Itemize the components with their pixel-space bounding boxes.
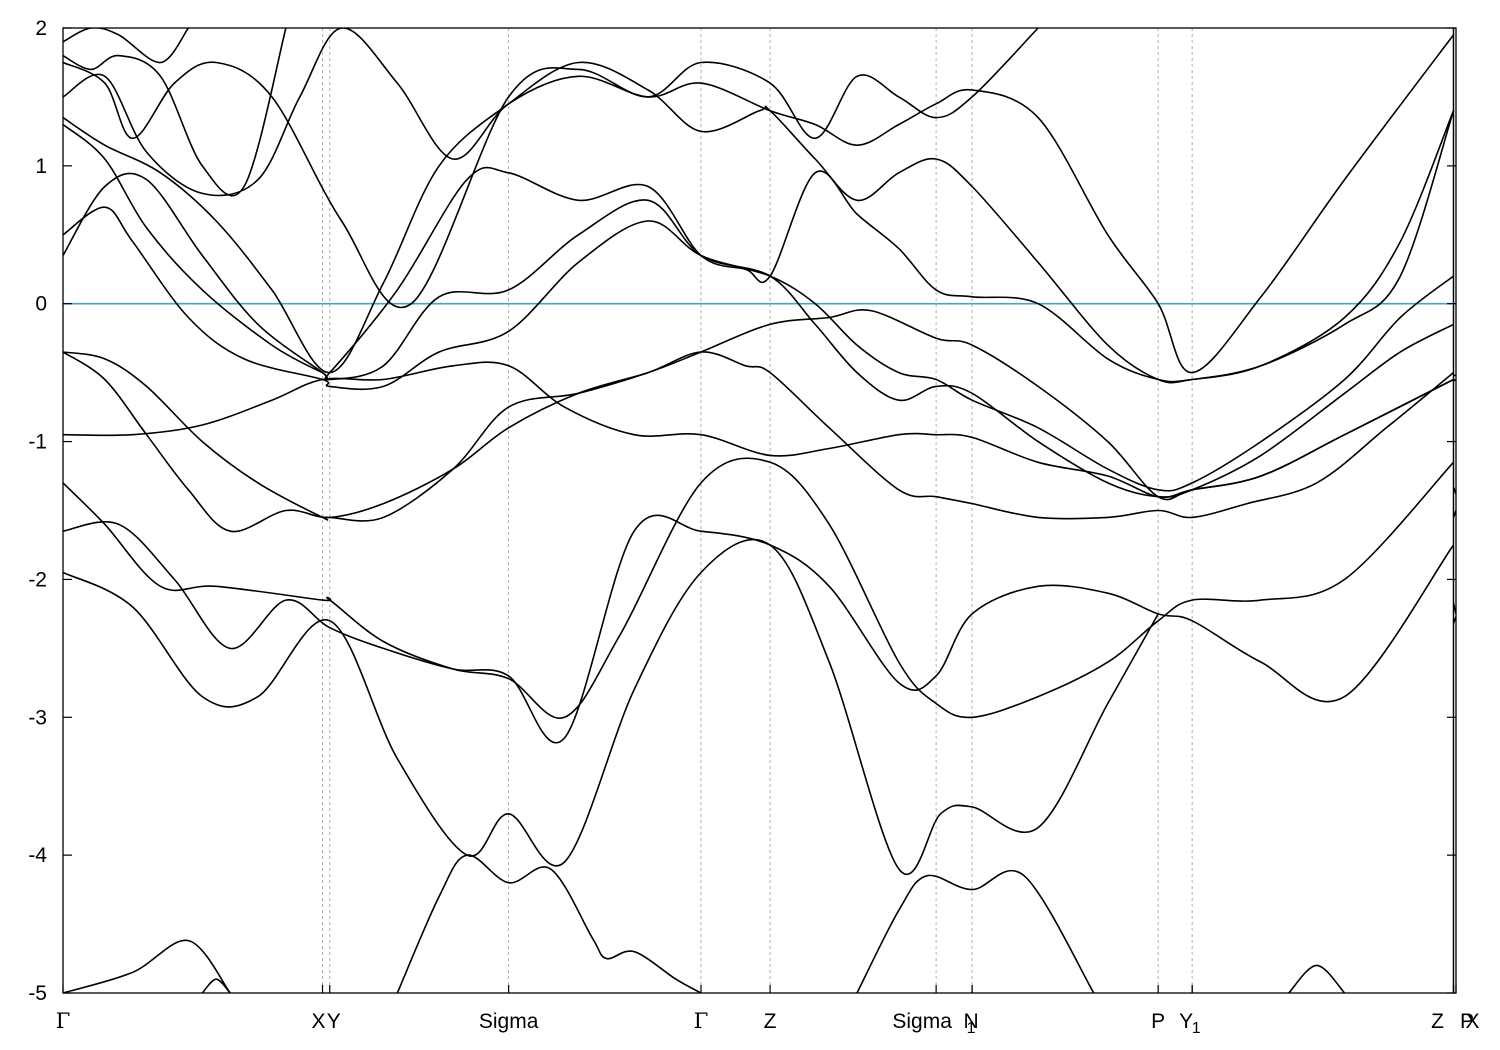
y-tick-label: -2 xyxy=(28,568,47,591)
y-tick-label: 2 xyxy=(35,17,47,40)
band-line xyxy=(63,361,1454,499)
x-tick-label: Sigma xyxy=(479,1010,539,1033)
x-tick-label: P xyxy=(1460,1010,1474,1033)
y-tick-label: -4 xyxy=(28,844,47,867)
x-tick-label: Z xyxy=(1431,1010,1444,1033)
x-tick-label: X xyxy=(312,1010,326,1033)
band-line xyxy=(63,28,190,64)
x-tick-label: N xyxy=(963,1010,978,1033)
band-line xyxy=(63,110,1455,383)
band-line xyxy=(63,309,1454,522)
band-line xyxy=(63,28,287,197)
y-axis-ticks: 2 1 0 -1 -2 -3 -4 -5 xyxy=(28,17,1456,1005)
y-tick-label: -5 xyxy=(28,982,47,1005)
band-line xyxy=(1288,964,1346,993)
band-line xyxy=(63,457,1455,719)
band-line xyxy=(63,538,1159,875)
x-tick-label: Z xyxy=(764,1010,777,1033)
x-tick-subscript: 1 xyxy=(1192,1020,1201,1037)
plot-frame xyxy=(62,27,1457,994)
x-axis-ticks: Γ X Y Sigma Γ Z Sigma N1 P Y1 Z XP xyxy=(56,985,1480,1037)
band-line xyxy=(63,172,1454,498)
y-tick-label: -3 xyxy=(28,706,47,729)
band-line xyxy=(396,854,702,993)
band-line xyxy=(63,28,1455,374)
x-tick-subscript: 1 xyxy=(967,1020,976,1037)
x-tick-label: Y xyxy=(1179,1010,1193,1033)
y-tick-label: -1 xyxy=(28,431,47,454)
x-tick-label: Γ xyxy=(56,1009,71,1033)
high-symmetry-lines xyxy=(322,28,1455,993)
band-line xyxy=(63,939,231,993)
x-tick-label: Y xyxy=(327,1010,341,1033)
band-line xyxy=(63,206,1454,492)
band-line xyxy=(201,978,231,993)
x-tick-label: Sigma xyxy=(892,1010,952,1033)
band-line xyxy=(856,869,1095,993)
band-line xyxy=(63,351,1455,533)
band-series xyxy=(63,28,1456,993)
y-tick-label: 0 xyxy=(35,293,47,316)
band-line xyxy=(63,514,1455,744)
band-line xyxy=(63,28,1039,309)
x-tick-label: X xyxy=(1465,1010,1479,1033)
y-tick-label: 1 xyxy=(35,155,47,178)
x-tick-label: Γ xyxy=(694,1009,709,1033)
x-tick-label: P xyxy=(1151,1010,1165,1033)
band-line xyxy=(63,61,1455,384)
